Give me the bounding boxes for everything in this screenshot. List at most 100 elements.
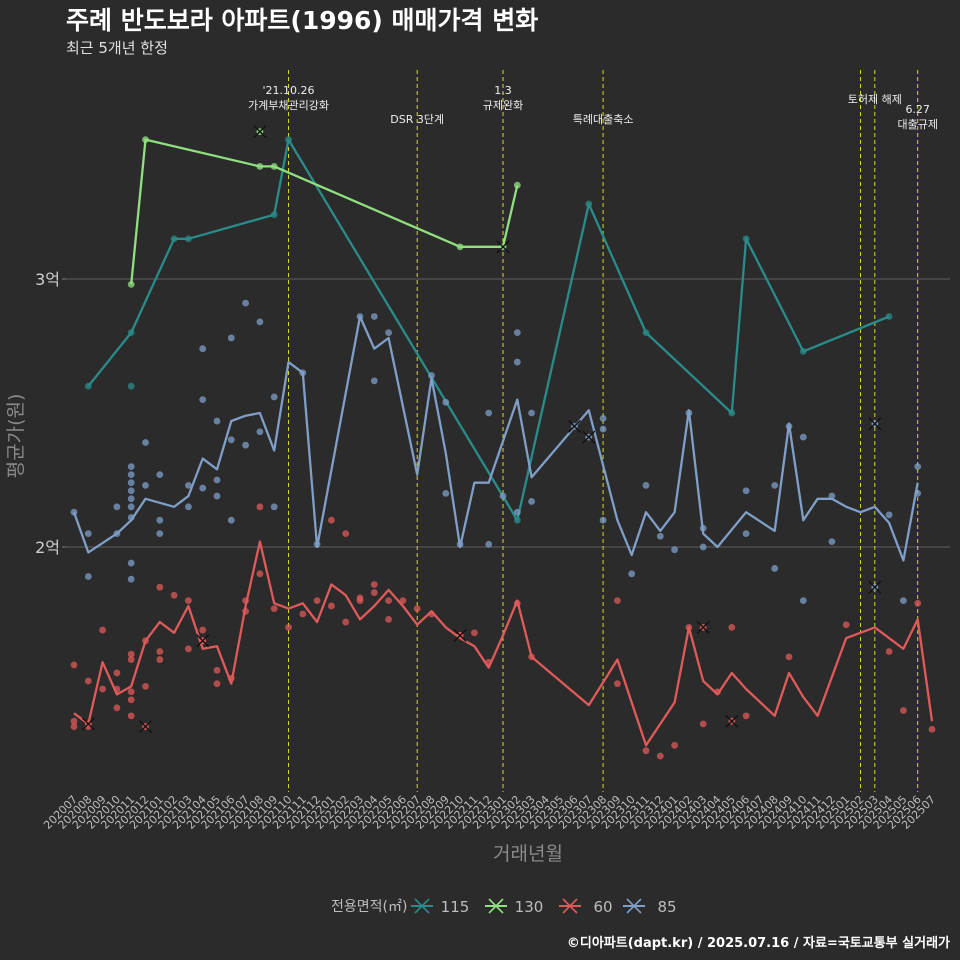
legend-key-x2-85 [626, 898, 642, 914]
point-85-33 [256, 428, 264, 436]
event-label-202506-1: 대출규제 [897, 118, 937, 131]
point-85-0 [70, 508, 78, 516]
point-85-44 [442, 490, 450, 497]
point-60-42 [370, 589, 378, 596]
point-85-41 [385, 329, 392, 336]
point-60-38 [342, 618, 350, 626]
cancelled-mark-60-3 [453, 628, 467, 642]
point-85-29 [227, 516, 235, 524]
point-85-24 [213, 417, 221, 425]
point-60-13 [127, 688, 135, 696]
cancelled-mark-85-2 [868, 580, 882, 594]
point-85-59 [656, 532, 664, 540]
point-85-39 [370, 313, 378, 320]
cancelled-mark-85-3 [868, 417, 882, 431]
point-85-72 [828, 538, 836, 546]
point-85-22 [199, 345, 207, 353]
cancelled-mark-130-1 [496, 240, 510, 254]
point-130-3 [270, 163, 278, 170]
point-85-15 [142, 481, 149, 489]
cancelled-mark-60-2 [196, 634, 210, 648]
point-60-48 [428, 610, 435, 618]
event-label-202506-0: 6.27 [905, 103, 930, 116]
event-label-202308-0: 특례대출축소 [573, 113, 634, 126]
point-85-70 [799, 597, 807, 604]
cancelled-mark-60-5 [725, 714, 739, 728]
series-line-85 [72, 315, 919, 562]
point-85-20 [185, 481, 192, 489]
point-60-63 [742, 712, 750, 720]
point-60-6 [99, 685, 106, 693]
point-85-68 [785, 423, 793, 430]
event-label-202503-0: 토허제 해제 [848, 92, 902, 106]
point-85-3 [113, 530, 121, 537]
point-60-9 [113, 685, 121, 693]
legend-key-x2-60 [562, 898, 578, 914]
point-60-66 [885, 648, 893, 655]
point-85-23 [199, 484, 207, 492]
point-85-28 [227, 436, 235, 444]
grid-lines [67, 278, 950, 548]
point-60-35 [313, 597, 321, 604]
cancelled-stroke-b-60-0 [81, 717, 95, 731]
point-60-33 [285, 624, 292, 631]
x-axis-ticks: 2020072020082020092020102020112020122021… [41, 793, 938, 832]
point-60-53 [528, 653, 535, 661]
legend-key-x2-130 [488, 898, 504, 914]
point-60-46 [399, 597, 407, 604]
point-60-68 [914, 599, 922, 607]
point-85-16 [156, 530, 164, 537]
point-85-21 [199, 396, 207, 403]
point-85-46 [485, 540, 493, 548]
ytick-label-30000: 3억 [35, 270, 60, 289]
point-85-71 [828, 492, 836, 500]
point-60-4 [84, 677, 92, 685]
point-60-41 [356, 597, 364, 604]
event-label-202110-1: 가계부채관리강화 [248, 99, 329, 112]
point-60-45 [385, 615, 392, 623]
point-130-1 [142, 136, 149, 144]
point-85-9 [127, 487, 135, 495]
point-85-25 [213, 492, 221, 500]
legend: 전용면적(㎡) 115 130 60 85 [331, 898, 677, 916]
point-115-12 [799, 347, 807, 355]
point-115-9 [642, 329, 650, 336]
point-130-4 [456, 243, 464, 251]
point-60-44 [385, 597, 392, 604]
ytick-label-20000: 2억 [35, 538, 60, 557]
cancelled-stroke-b-60-5 [725, 714, 739, 728]
cancelled-mark-60-1 [139, 720, 152, 734]
point-60-8 [113, 704, 121, 712]
point-85-55 [599, 516, 607, 524]
chart-caption: ©디아파트(dapt.kr) / 2025.07.16 / 자료=국토교통부 실… [567, 935, 950, 951]
point-85-13 [127, 559, 135, 567]
point-85-14 [142, 439, 149, 446]
point-60-58 [671, 741, 678, 749]
point-60-29 [242, 607, 250, 615]
point-85-8 [127, 495, 135, 503]
point-60-54 [614, 597, 621, 604]
point-115-3 [170, 235, 178, 243]
point-60-31 [256, 503, 264, 511]
point-85-10 [127, 479, 135, 487]
point-85-74 [900, 597, 907, 604]
point-60-0 [70, 661, 78, 669]
point-85-1 [84, 530, 92, 537]
point-115-7 [513, 516, 521, 524]
point-60-64 [785, 653, 793, 661]
point-85-54 [599, 425, 607, 433]
point-60-56 [642, 747, 650, 755]
point-85-45 [456, 540, 464, 548]
point-60-20 [170, 591, 178, 599]
point-60-16 [142, 637, 149, 645]
point-60-11 [127, 650, 135, 658]
point-85-51 [513, 508, 521, 516]
point-85-11 [127, 463, 135, 470]
cancelled-stroke-b-60-1 [139, 720, 152, 734]
point-60-36 [328, 602, 335, 610]
point-85-38 [356, 313, 364, 320]
point-85-4 [113, 503, 121, 511]
point-60-2 [70, 717, 78, 725]
